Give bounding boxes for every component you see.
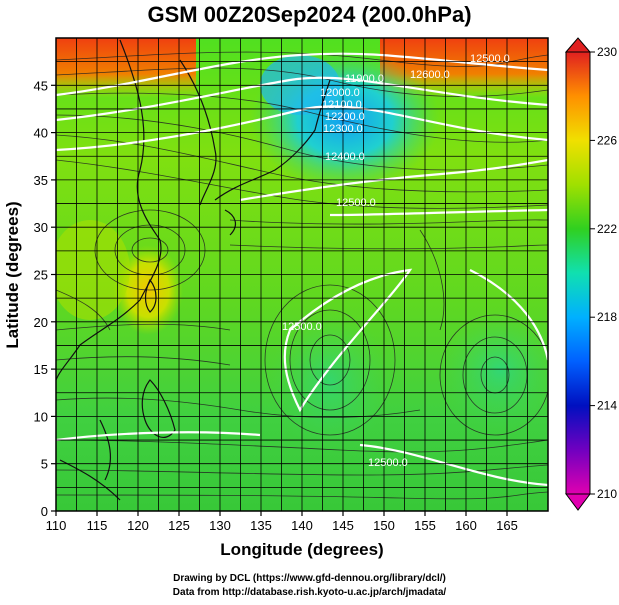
y-tick-label: 40 [34, 126, 48, 141]
contour-label: 12400.0 [325, 151, 365, 163]
x-tick-label: 125 [168, 518, 190, 533]
colorbar-tick-label: 222 [597, 222, 617, 236]
y-tick-label: 25 [34, 268, 48, 283]
x-tick-label: 135 [250, 518, 272, 533]
colorbar-tick-label: 214 [597, 399, 617, 413]
contour-labels: 11900.0 12000.0 12100.0 12200.0 12300.0 … [282, 53, 510, 469]
credit-dcl: Drawing by DCL (https://www.gfd-dennou.o… [173, 573, 446, 584]
x-tick-label: 165 [496, 518, 518, 533]
y-tick-label: 5 [41, 457, 48, 472]
contour-label: 12500.0 [282, 321, 322, 333]
graticule [55, 38, 548, 512]
credit-data-source: Data from http://database.rish.kyoto-u.a… [172, 587, 447, 598]
x-tick-label: 130 [209, 518, 231, 533]
contour-label: 12500.0 [368, 457, 408, 469]
contour-label: 12200.0 [325, 111, 365, 123]
x-axis-label: Longitude (degrees) [220, 540, 383, 559]
chart-title: GSM 00Z20Sep2024 (200.0hPa) [147, 2, 472, 27]
y-tick-label: 20 [34, 315, 48, 330]
colorbar-tick-label: 210 [597, 487, 617, 501]
y-tick-label: 15 [34, 362, 48, 377]
y-tick-label: 0 [41, 504, 48, 519]
y-tick-label: 45 [34, 78, 48, 93]
contour-label: 12100.0 [322, 99, 362, 111]
x-tick-label: 155 [414, 518, 436, 533]
colorbar: 230 226 222 218 214 210 [564, 37, 617, 511]
contour-label: 12300.0 [323, 123, 363, 135]
x-axis: 110 115 120 125 130 135 140 145 150 155 160 165 [46, 511, 518, 533]
x-tick-label: 110 [46, 518, 67, 533]
x-tick-label: 120 [127, 518, 149, 533]
height-contours [56, 52, 548, 487]
y-tick-label: 30 [34, 220, 48, 235]
colorbar-tick-label: 218 [597, 310, 617, 324]
colorbar-tick-label: 226 [597, 133, 617, 147]
contour-label: 12000.0 [320, 87, 360, 99]
contour-label: 12600.0 [410, 69, 450, 81]
contour-label: 12500.0 [470, 53, 510, 65]
x-tick-label: 115 [87, 518, 108, 533]
colorbar-tick-label: 230 [597, 45, 617, 59]
y-tick-label: 10 [34, 409, 48, 424]
x-tick-label: 150 [373, 518, 395, 533]
x-tick-label: 140 [291, 518, 313, 533]
y-tick-label: 35 [34, 173, 48, 188]
y-axis-label: Latitude (degrees) [3, 201, 22, 348]
y-axis: 0 5 10 15 20 25 30 35 40 45 [34, 78, 56, 519]
contour-label: 11900.0 [345, 73, 384, 85]
x-tick-label: 145 [332, 518, 354, 533]
contour-label: 12500.0 [336, 197, 376, 209]
x-tick-label: 160 [455, 518, 477, 533]
